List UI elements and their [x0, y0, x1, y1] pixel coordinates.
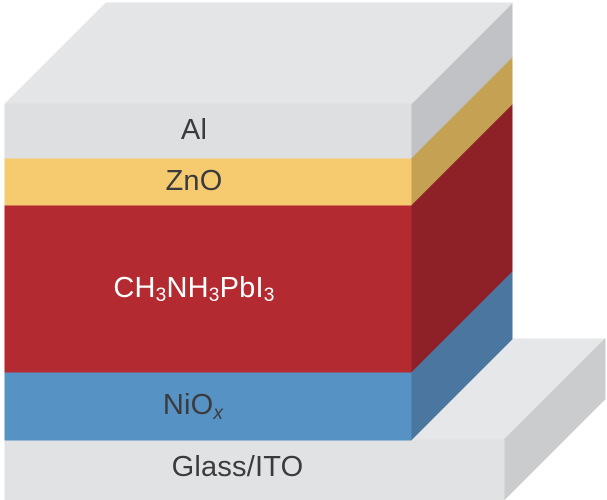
zno-front-face [4, 157, 412, 206]
perovskite-front-face [4, 204, 412, 373]
al-front-face [4, 103, 412, 159]
niox-front-face [4, 371, 412, 441]
glass-ito-front-face [4, 439, 505, 500]
